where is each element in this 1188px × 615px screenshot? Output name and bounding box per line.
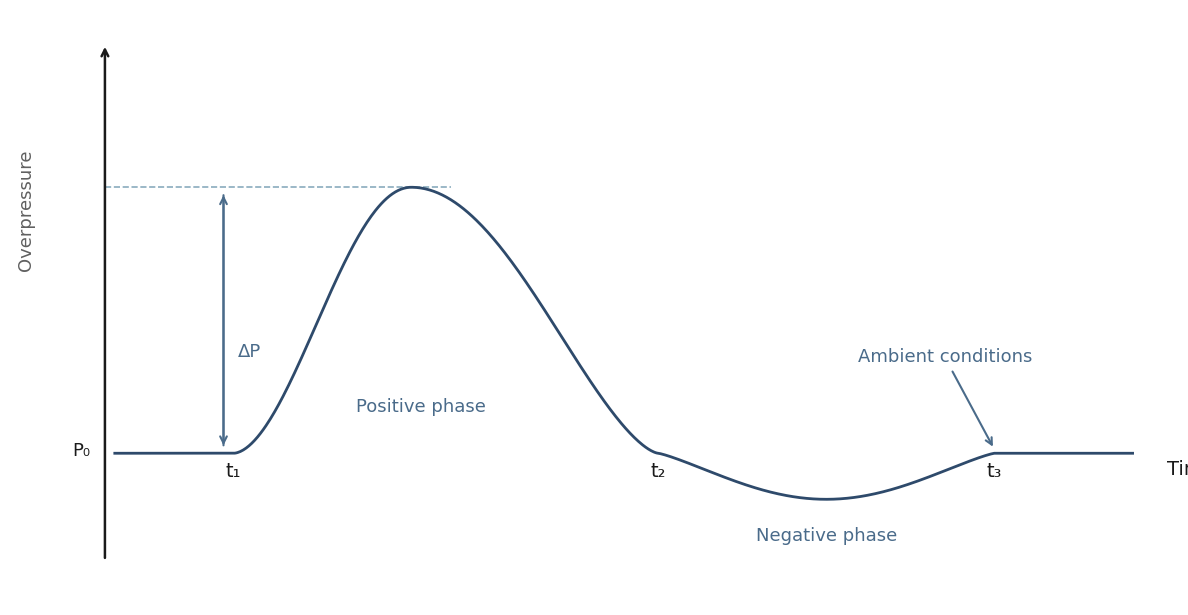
Text: Overpressure: Overpressure: [18, 149, 36, 271]
Text: Ambient conditions: Ambient conditions: [858, 348, 1032, 445]
Text: Negative phase: Negative phase: [756, 528, 897, 546]
Text: t₃: t₃: [986, 462, 1001, 482]
Text: t₁: t₁: [226, 462, 241, 482]
Text: P₀: P₀: [72, 442, 90, 459]
Text: Time: Time: [1167, 460, 1188, 479]
Text: t₂: t₂: [651, 462, 666, 482]
Text: Positive phase: Positive phase: [356, 399, 486, 416]
Text: ΔP: ΔP: [239, 343, 261, 361]
